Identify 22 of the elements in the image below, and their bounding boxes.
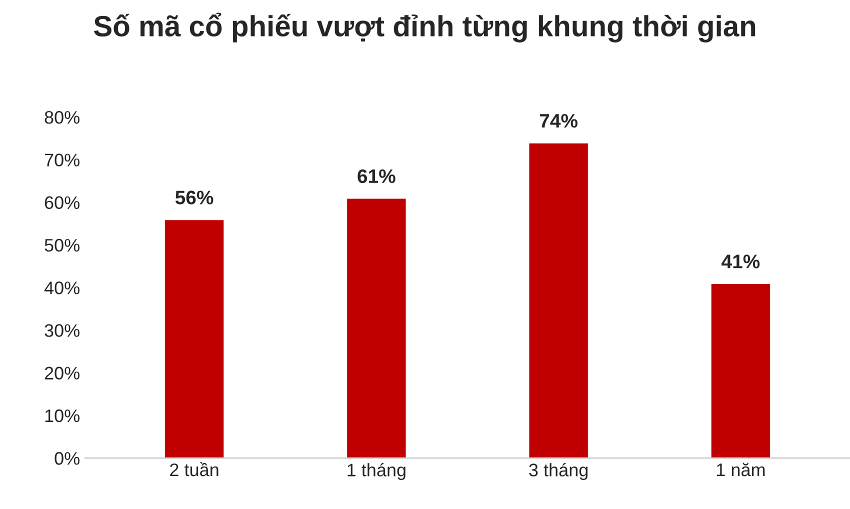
data-label: 74% (540, 114, 578, 128)
y-tick-label: 40% (44, 282, 80, 294)
y-tick-label: 70% (44, 154, 80, 166)
y-tick-label: 60% (44, 196, 80, 210)
y-tick-label: 30% (44, 324, 80, 337)
x-tick-label: 3 tháng (529, 462, 588, 480)
data-label: 56% (175, 190, 214, 204)
x-tick-label: 1 năm (717, 462, 765, 476)
bar (346, 197, 408, 458)
y-tick-label: 20% (44, 366, 80, 380)
y-tick-label: 50% (44, 238, 80, 252)
y-tick-label: 10% (45, 409, 80, 422)
data-label: 41% (722, 254, 760, 268)
x-tick-label: 2 tuần (170, 462, 218, 476)
bar (164, 218, 226, 458)
bar (528, 142, 590, 458)
bar (710, 282, 772, 458)
chart-title: Số mã cổ phiếu vượt đỉnh từng khung thời gian (94, 12, 756, 42)
x-tick-label: 1 tháng (348, 462, 406, 480)
y-tick-label: 80% (44, 111, 80, 124)
data-label: 61% (358, 169, 396, 184)
y-tick-label: 0% (54, 452, 80, 465)
